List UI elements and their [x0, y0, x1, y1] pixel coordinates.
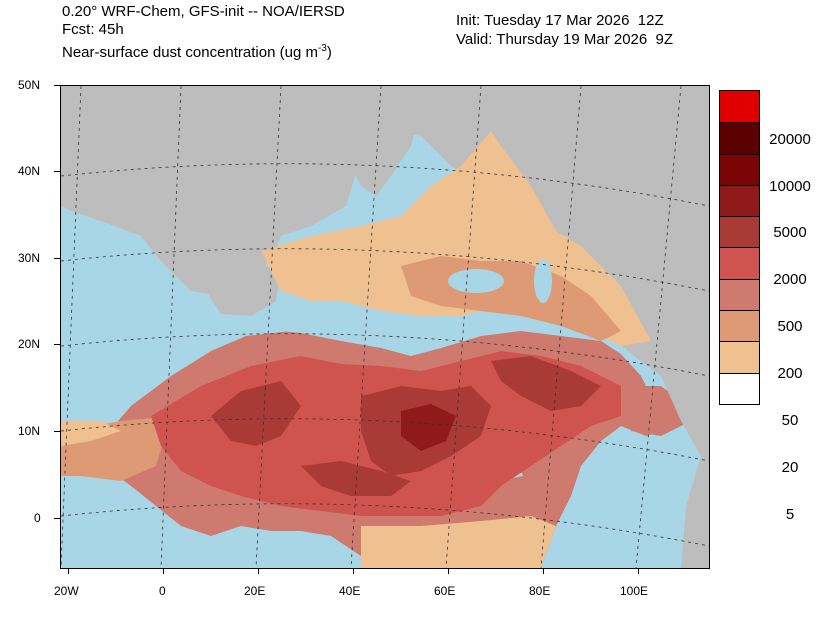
y-tick	[54, 258, 60, 259]
dust-core-2000	[401, 404, 456, 451]
dust-sahara-500	[211, 381, 301, 446]
x-label-20e: 20E	[244, 584, 266, 598]
map-panel	[60, 85, 710, 569]
legend-label-20: 20	[781, 459, 799, 476]
colorbar-swatch	[720, 310, 759, 342]
variable-title: Near-surface dust concentration (ug m-3)	[62, 40, 332, 62]
legend-label-5000: 5000	[773, 224, 807, 241]
colorbar-swatch	[720, 216, 759, 248]
dust-south-light	[361, 516, 556, 568]
y-label-0: 0	[34, 511, 41, 525]
x-tick	[638, 568, 639, 574]
dust-plume-arabian-sea	[621, 386, 701, 436]
legend-label-10000: 10000	[769, 178, 811, 195]
x-tick	[258, 568, 259, 574]
y-tick	[54, 431, 60, 432]
y-tick	[54, 518, 60, 519]
legend-label-20000: 20000	[769, 131, 811, 148]
valid-time: Valid: Thursday 19 Mar 2026 9Z	[456, 31, 674, 48]
land-greenland-corner	[61, 86, 111, 126]
graticule	[61, 86, 709, 568]
x-tick	[543, 568, 544, 574]
colorbar-swatch	[720, 341, 759, 373]
caspian-sea	[534, 259, 552, 303]
x-label-100e: 100E	[620, 584, 649, 598]
x-tick	[68, 568, 69, 574]
land-iberia	[209, 261, 281, 316]
x-tick	[353, 568, 354, 574]
land-uk	[299, 176, 323, 226]
colorbar-swatch	[720, 122, 759, 154]
map-canvas	[61, 86, 709, 568]
colorbar-swatch	[720, 278, 759, 311]
land-scandinavia	[351, 106, 421, 196]
init-time: Init: Tuesday 17 Mar 2026 12Z	[456, 12, 664, 29]
y-label-40n: 40N	[18, 164, 41, 178]
legend-label-5: 5	[785, 506, 795, 523]
colorbar-swatch	[720, 184, 759, 217]
x-label-40e: 40E	[339, 584, 361, 598]
y-label-30n: 30N	[18, 251, 41, 265]
colorbar-swatch	[720, 91, 759, 123]
legend-label-200: 200	[777, 365, 803, 382]
dust-plume-atlantic-outer	[61, 421, 121, 446]
colorbar-swatch	[720, 372, 759, 404]
variable-title-main: Near-surface dust concentration (ug m	[62, 44, 318, 61]
dust-sahel-500	[301, 461, 411, 496]
variable-title-end: )	[326, 44, 332, 61]
colorbar	[719, 90, 760, 405]
land-europe-asia	[61, 86, 709, 386]
dust-arabia-500	[491, 356, 601, 411]
x-label-20w: 20W	[54, 584, 79, 598]
legend-label-500: 500	[777, 318, 803, 335]
x-label-80e: 80E	[529, 584, 551, 598]
legend-label-50: 50	[781, 412, 799, 429]
y-tick	[54, 85, 60, 86]
y-label-10n: 10N	[18, 424, 41, 438]
land-india	[661, 366, 709, 568]
forecast-hour: Fcst: 45h	[62, 21, 124, 38]
y-label-50n: 50N	[18, 78, 41, 92]
y-tick	[54, 171, 60, 172]
legend-label-2000: 2000	[773, 271, 807, 288]
x-tick	[448, 568, 449, 574]
colorbar-swatch	[720, 247, 759, 279]
black-sea	[448, 269, 504, 293]
y-tick	[54, 344, 60, 345]
x-label-60e: 60E	[434, 584, 456, 598]
variable-title-exponent: -3	[317, 43, 327, 54]
x-tick	[163, 568, 164, 574]
y-label-20n: 20N	[18, 337, 41, 351]
x-label-0: 0	[159, 584, 166, 598]
colorbar-swatch	[720, 153, 759, 185]
model-title: 0.20° WRF-Chem, GFS-init -- NOA/IERSD	[62, 3, 345, 20]
